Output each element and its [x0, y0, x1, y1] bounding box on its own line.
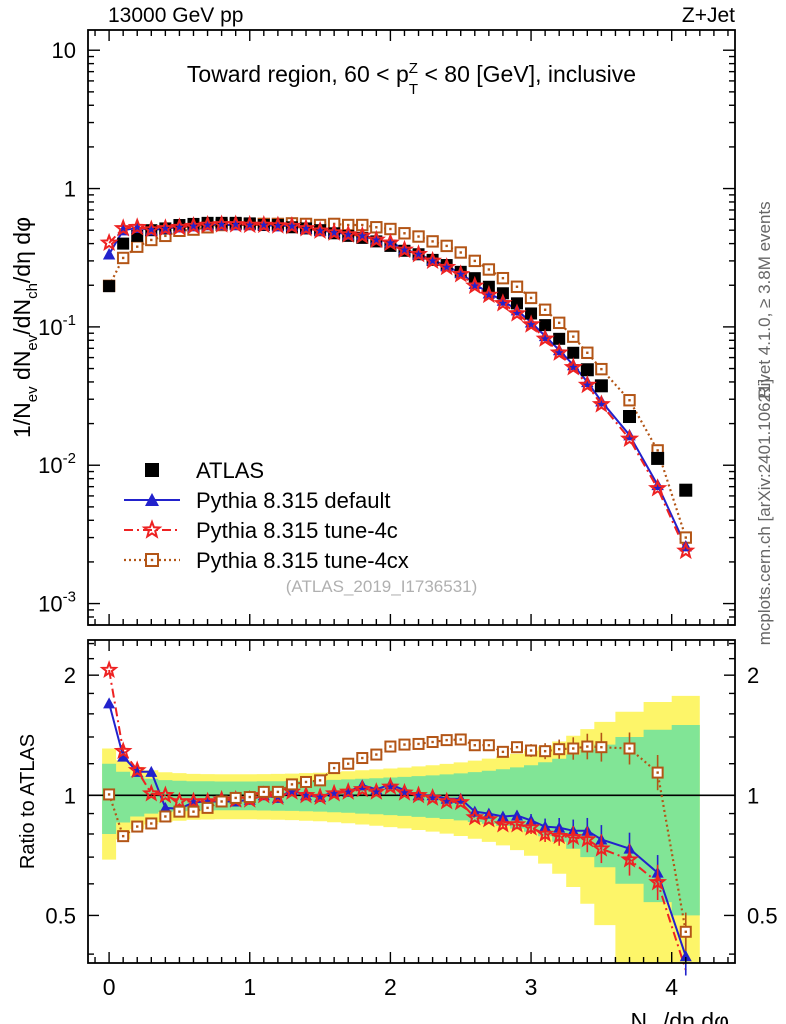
- ratio-y-tick-label-left: 1: [64, 783, 76, 808]
- legend-item-0[interactable]: ATLAS: [145, 458, 264, 483]
- main-y-tick-label: 10-1: [38, 312, 76, 340]
- ratio-y-axis-label: Ratio to ATLAS: [17, 734, 39, 869]
- svg-text:mcplots.cern.ch [arXiv:2401.10: mcplots.cern.ch [arXiv:2401.10621]: [755, 379, 774, 645]
- x-axis-label: Nch/dη dφ: [630, 1008, 729, 1024]
- legend-label: ATLAS: [196, 458, 264, 483]
- main-y-tick-label: 1: [64, 177, 76, 202]
- svg-text:Rivet 4.1.0, ≥ 3.8M events: Rivet 4.1.0, ≥ 3.8M events: [755, 201, 774, 398]
- main-y-ticks: [88, 30, 735, 626]
- header-collision-energy: 13000 GeV pp: [108, 4, 243, 27]
- legend-label: Pythia 8.315 tune-4c: [196, 518, 398, 543]
- main-panel-series: [99, 214, 696, 560]
- legend-item-1[interactable]: Pythia 8.315 default: [124, 488, 390, 513]
- ratio-y-ticks: [88, 640, 735, 963]
- ratio-y-tick-label-right: 0.5: [747, 903, 778, 928]
- svg-text:Ratio to ATLAS: Ratio to ATLAS: [17, 734, 39, 869]
- ratio-y-tick-label-right: 2: [747, 663, 759, 688]
- x-tick-label: 0: [103, 974, 116, 1000]
- x-tick-label: 1: [243, 974, 256, 1000]
- main-panel-frame: [87, 29, 736, 626]
- main-panel-title: Toward region, 60 < pZ T < 80 [GeV], incl…: [187, 60, 636, 98]
- ratio-uncertainty-bands: [102, 695, 700, 963]
- legend: ATLAS Pythia 8.315 default Pythia 8.315 tu…: [124, 458, 409, 573]
- markers-pythia-8-315-tune-4c: [99, 214, 696, 560]
- svg-text:1/Nev dNev/dNch/dη dφ: 1/Nev dNev/dNch/dη dφ: [9, 217, 41, 438]
- ratio-panel-series: [88, 660, 735, 976]
- legend-item-3[interactable]: Pythia 8.315 tune-4cx: [124, 548, 409, 573]
- main-y-tick-label: 10: [52, 38, 76, 63]
- legend-label: Pythia 8.315 default: [196, 488, 390, 513]
- x-tick-label: 3: [525, 974, 538, 1000]
- x-tick-label: 2: [384, 974, 397, 1000]
- main-y-tick-label: 10-2: [38, 450, 76, 478]
- ratio-y-tick-label-right: 1: [747, 783, 759, 808]
- analysis-watermark: (ATLAS_2019_I1736531): [286, 577, 478, 596]
- legend-item-2[interactable]: Pythia 8.315 tune-4c: [124, 518, 398, 543]
- side-label-mcplots: mcplots.cern.ch [arXiv:2401.10621]: [755, 379, 774, 645]
- ratio-markers-pythia-8-315-tune-4cx: [103, 732, 692, 951]
- x-tick-label: 4: [665, 974, 678, 1000]
- legend-label: Pythia 8.315 tune-4cx: [196, 548, 409, 573]
- side-label-rivet: Rivet 4.1.0, ≥ 3.8M events: [755, 201, 774, 398]
- ratio-y-tick-label-left: 2: [64, 663, 76, 688]
- ratio-panel-frame: [87, 639, 736, 964]
- ratio-y-tick-label-left: 0.5: [45, 903, 76, 928]
- main-y-tick-label: 10-3: [38, 589, 76, 617]
- header-process: Z+Jet: [682, 4, 735, 27]
- main-y-axis-label: 1/Nev dNev/dNch/dη dφ: [9, 217, 41, 438]
- markers-atlas: [103, 216, 693, 497]
